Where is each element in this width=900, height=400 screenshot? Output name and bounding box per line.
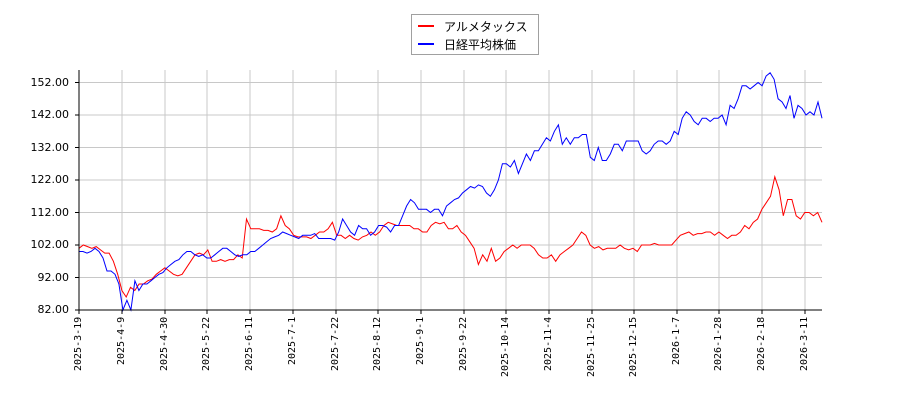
y-tick-label: 92.00	[37, 270, 70, 284]
y-tick-label: 102.00	[30, 238, 70, 251]
x-tick-label: 2025-3-19	[73, 316, 84, 371]
x-tick-label: 2026-1-28	[713, 316, 724, 371]
x-tick-label: 2025-9-1	[415, 316, 426, 365]
y-tick-label: 142.00	[30, 108, 70, 121]
legend-item-almetax: アルメタックス	[418, 18, 528, 34]
x-tick-label: 2025-4-30	[159, 316, 170, 371]
x-tick-label: 2025-4-9	[116, 316, 127, 365]
x-tick-label: 2025-5-22	[201, 316, 212, 371]
series-line	[78, 174, 823, 299]
x-tick-label: 2026-3-11	[799, 316, 810, 371]
legend-label: 日経平均株価	[444, 37, 517, 52]
x-tick-label: 2025-11-25	[586, 316, 597, 377]
series-line	[79, 72, 823, 312]
gridlines	[79, 70, 822, 310]
legend-swatch-red	[418, 25, 434, 27]
x-tick-label: 2025-7-1	[287, 316, 298, 365]
chart-legend: アルメタックス 日経平均株価	[411, 14, 539, 55]
y-tick-label: 82.00	[37, 303, 70, 316]
x-tick-label: 2025-12-15	[628, 316, 639, 377]
y-tick-label: 152.00	[30, 75, 70, 89]
x-tick-label: 2025-7-22	[330, 316, 341, 371]
x-tick-label: 2025-11-4	[543, 316, 554, 371]
legend-item-nikkei: 日経平均株価	[418, 36, 516, 52]
y-tick-label: 132.00	[30, 140, 70, 154]
legend-label: アルメタックス	[444, 19, 528, 34]
axes	[75, 70, 822, 314]
y-tick-label: 122.00	[30, 173, 70, 186]
x-tick-label: 2025-8-12	[372, 316, 383, 371]
x-tick-label: 2026-1-7	[671, 316, 682, 365]
x-tick-label: 2025-10-14	[500, 316, 511, 377]
legend-swatch-blue	[418, 43, 434, 45]
x-tick-label: 2025-6-11	[244, 316, 255, 371]
y-tick-label: 112.00	[30, 205, 70, 219]
x-tick-label: 2025-9-22	[458, 316, 469, 371]
series-lines	[78, 72, 823, 312]
x-tick-label: 2026-2-18	[756, 316, 767, 371]
